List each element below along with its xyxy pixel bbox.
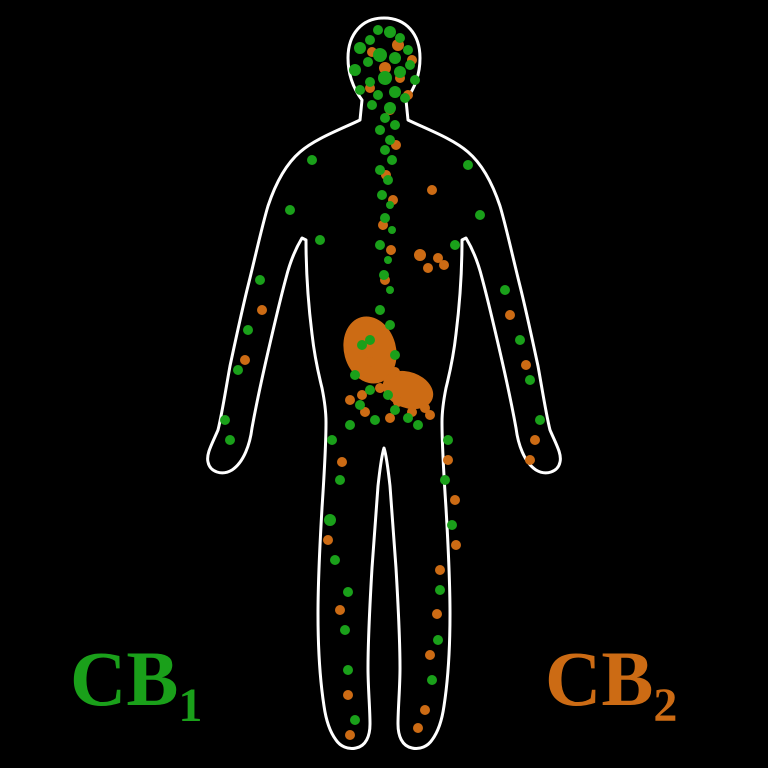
cb2-main: CB <box>545 635 653 722</box>
cb1-main: CB <box>70 635 178 722</box>
cb1-sub: 1 <box>178 679 202 732</box>
cb2-label: CB2 <box>545 640 677 718</box>
cb2-sub: 2 <box>653 679 677 732</box>
cb1-label: CB1 <box>70 640 202 718</box>
